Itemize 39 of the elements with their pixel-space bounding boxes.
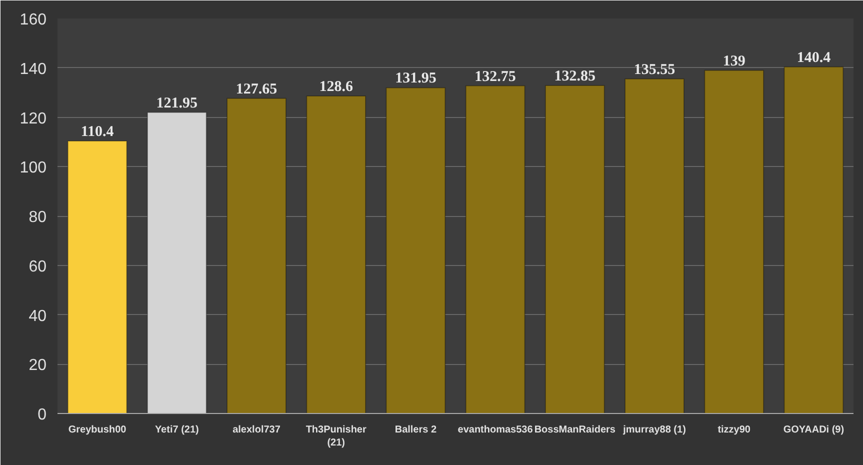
- y-tick-label: 140: [20, 60, 47, 78]
- bar: [784, 66, 844, 414]
- data-label: 110.4: [80, 124, 114, 140]
- y-tick-label: 80: [28, 209, 47, 226]
- y-tick-label: 40: [28, 308, 47, 325]
- data-label: 131.95: [395, 70, 436, 87]
- y-tick-label: 60: [28, 258, 47, 276]
- data-label: 127.65: [236, 81, 278, 98]
- x-tick-label: tizzy90: [718, 424, 751, 436]
- bar: [146, 112, 207, 414]
- data-label: 140.4: [796, 50, 832, 66]
- bar: [544, 85, 605, 414]
- data-label: 132.75: [474, 68, 516, 85]
- bar: [226, 98, 286, 414]
- bar: [67, 140, 128, 414]
- y-tick-label: 120: [20, 110, 47, 128]
- y-tick-label: 20: [28, 357, 47, 374]
- data-label: 128.6: [319, 79, 354, 96]
- x-tick-label: Greybush00: [68, 424, 127, 436]
- bar: [704, 70, 764, 414]
- bar: [386, 87, 446, 414]
- x-tick-label: GOYAADi (9): [783, 424, 844, 436]
- x-tick-label: Ballers 2: [394, 424, 437, 436]
- x-tick-label: Yeti7 (21): [154, 424, 199, 436]
- bar: [465, 85, 526, 414]
- x-tick-label: jmurray88 (1): [622, 424, 686, 436]
- data-label: 139: [722, 53, 746, 70]
- bar: [306, 96, 366, 414]
- x-tick-label: Th3Punisher (21): [306, 424, 366, 449]
- x-tick-label: evanthomas536: [458, 424, 534, 436]
- y-tick-label: 160: [20, 12, 47, 28]
- x-tick-label: BossManRaiders: [534, 424, 616, 436]
- x-tick-label: alexlol737: [232, 424, 281, 436]
- data-label: 121.95: [156, 95, 198, 112]
- data-label: 135.55: [634, 62, 676, 78]
- data-label: 132.85: [554, 68, 596, 85]
- y-tick-label: 100: [20, 160, 47, 177]
- y-tick-label: 0: [38, 406, 47, 424]
- bar: [624, 78, 684, 414]
